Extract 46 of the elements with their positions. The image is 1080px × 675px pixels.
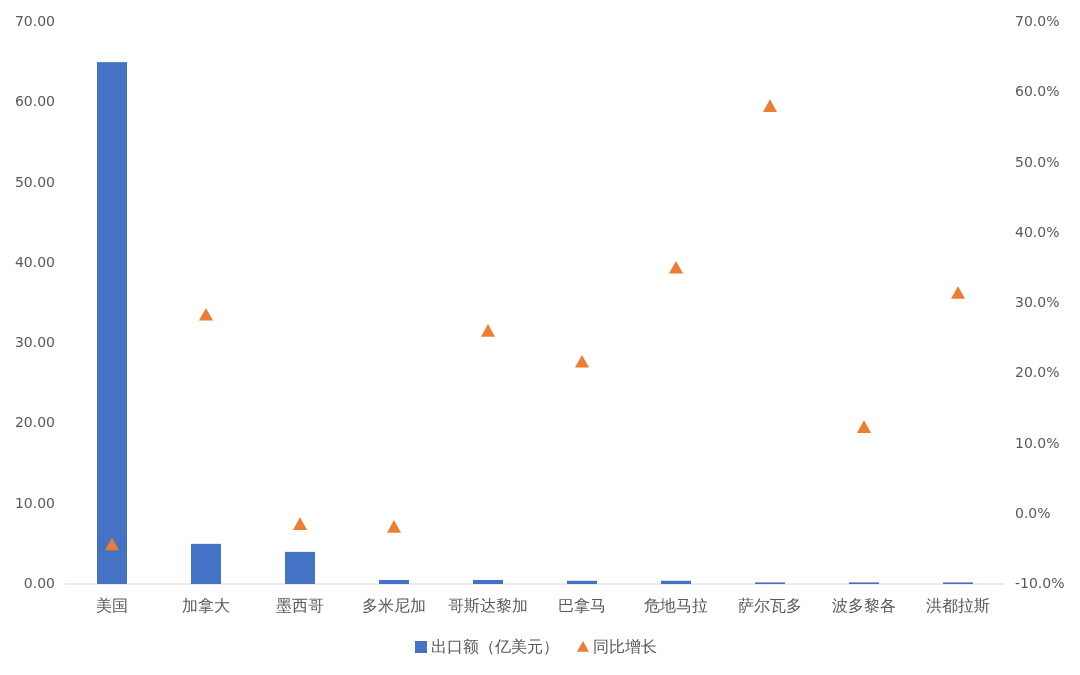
x-tick-label: 波多黎各 (832, 595, 896, 615)
bar (661, 580, 691, 584)
point (105, 537, 119, 551)
y-tick-label: 70.00 (14, 13, 55, 29)
y2-tick-label: 60.0% (1015, 83, 1060, 100)
x-tick-label: 美国 (96, 595, 128, 615)
y-tick-label: 50.00 (14, 173, 55, 190)
y2-tick-label: 70.0% (1015, 13, 1060, 29)
y2-tick-label: 50.0% (1015, 153, 1060, 170)
bar (473, 579, 503, 584)
y2-tick-label: -10.0% (1015, 575, 1065, 591)
point (387, 520, 401, 533)
bar (285, 551, 315, 584)
point (951, 286, 965, 299)
y-tick-label: 40.00 (14, 253, 55, 270)
point (293, 517, 307, 530)
y-tick-label: 30.00 (14, 334, 55, 351)
bar (379, 579, 409, 584)
y-tick-label: 0.00 (23, 575, 55, 591)
legend-label: 出口额（亿美元） (431, 636, 559, 656)
x-tick-label: 墨西哥 (276, 595, 324, 615)
y2-tick-label: 10.0% (1015, 434, 1060, 451)
y-tick-label: 10.00 (14, 494, 55, 511)
point (857, 420, 871, 433)
legend-label: 同比增长 (593, 636, 657, 656)
y-tick-label: 60.00 (14, 93, 55, 110)
x-tick-label: 哥斯达黎加 (448, 595, 528, 615)
x-tick-label: 巴拿马 (558, 595, 606, 615)
point (763, 99, 777, 112)
point (481, 324, 495, 337)
x-tick-label: 多米尼加 (362, 595, 426, 615)
y-tick-label: 20.00 (14, 414, 55, 431)
bar (97, 62, 127, 584)
point (575, 355, 589, 368)
x-tick-label: 加拿大 (182, 595, 230, 615)
y2-tick-label: 40.0% (1015, 223, 1060, 240)
x-tick-label: 萨尔瓦多 (738, 595, 802, 615)
x-tick-label: 洪都拉斯 (926, 595, 990, 615)
bar (567, 580, 597, 584)
bar (191, 543, 221, 584)
y2-tick-label: 0.0% (1015, 504, 1051, 521)
point (199, 307, 213, 321)
y2-tick-label: 30.0% (1015, 294, 1060, 310)
y2-tick-label: 20.0% (1015, 364, 1060, 381)
x-tick-label: 危地马拉 (644, 595, 708, 615)
point (669, 260, 683, 274)
